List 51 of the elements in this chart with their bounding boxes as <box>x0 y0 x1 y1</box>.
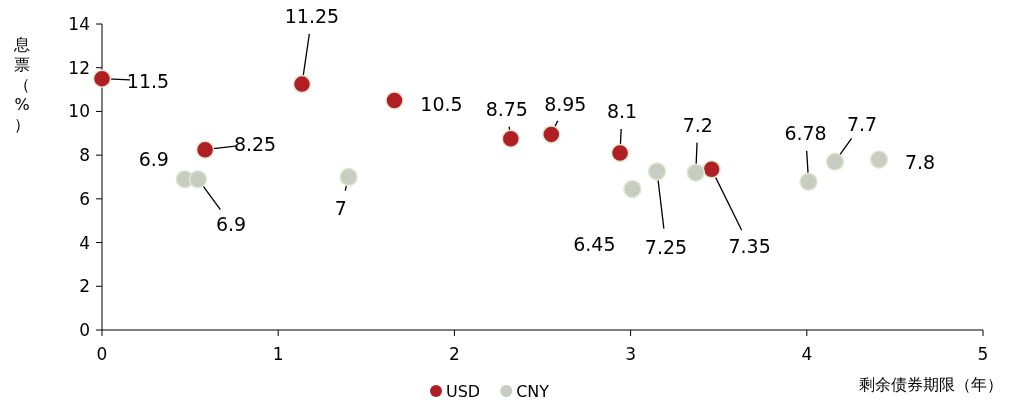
legend-label: CNY <box>516 382 550 401</box>
x-tick-label: 3 <box>625 344 637 364</box>
data-label: 8.95 <box>544 93 587 116</box>
point <box>188 169 208 189</box>
data-label: 7.2 <box>682 113 713 136</box>
point <box>292 74 312 94</box>
x-tick-label: 4 <box>801 344 813 364</box>
data-label: 6.78 <box>784 121 827 144</box>
data-label: 7.35 <box>728 235 771 258</box>
y-tick-label: 2 <box>79 276 90 297</box>
point <box>799 172 818 192</box>
data-label: 7.8 <box>904 150 936 173</box>
data-label: 8.75 <box>485 97 528 120</box>
y-tick-label: 14 <box>68 14 90 34</box>
data-label: 7.7 <box>846 112 878 135</box>
point <box>542 125 561 144</box>
point <box>647 162 667 181</box>
data-label: 11.25 <box>284 5 340 28</box>
data-label: 6.9 <box>138 148 169 171</box>
x-tick-label: 1 <box>272 344 284 364</box>
y-tick-label: 0 <box>79 320 90 340</box>
x-tick-label: 2 <box>448 344 460 364</box>
point <box>869 150 889 169</box>
y-tick-label: 10 <box>68 101 90 122</box>
x-tick-label: 0 <box>96 344 108 364</box>
legend-label: USD <box>446 382 481 401</box>
data-label: 6.9 <box>215 213 247 236</box>
point <box>610 143 630 163</box>
y-tick-label: 4 <box>79 232 90 253</box>
point <box>825 152 845 171</box>
point <box>623 179 642 199</box>
data-label: 8.25 <box>233 132 277 155</box>
point <box>686 163 706 182</box>
x-axis-title: 剩余债券期限（年） <box>859 375 1003 394</box>
point <box>385 91 404 110</box>
y-tick-label: 6 <box>79 188 90 209</box>
data-label: 10.5 <box>420 92 463 115</box>
point <box>195 140 215 159</box>
point <box>92 69 112 88</box>
point <box>339 167 358 187</box>
y-axis-title: 息票（%） <box>13 35 30 134</box>
y-tick-label: 12 <box>68 57 90 78</box>
point <box>702 160 721 179</box>
data-label: 7.25 <box>644 235 688 258</box>
point <box>501 129 521 148</box>
data-label: 6.45 <box>573 233 616 256</box>
data-label: 7 <box>334 197 347 219</box>
data-label: 11.5 <box>126 69 170 92</box>
data-label: 8.1 <box>606 99 638 122</box>
y-tick-label: 8 <box>79 145 90 166</box>
x-tick-label: 5 <box>977 344 989 364</box>
